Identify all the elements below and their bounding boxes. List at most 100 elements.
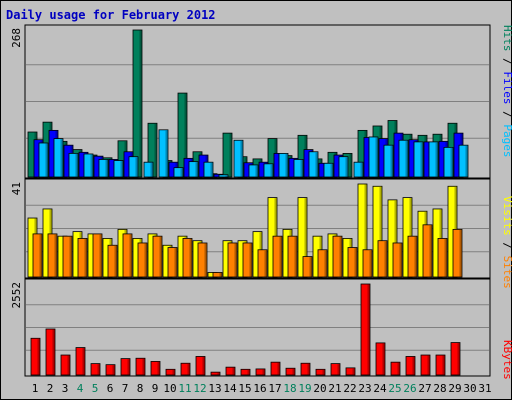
bar-pages-day-7 (128, 156, 139, 178)
chart-title: Daily usage for February 2012 (6, 8, 216, 22)
series-legend-label: Hits / Files / Pages (501, 25, 512, 158)
series-legend-label: KBytes (501, 340, 512, 380)
bar-hits-day-8 (132, 29, 143, 178)
bar-kbytes-day-16 (255, 368, 266, 376)
x-tick-label: 18 (283, 382, 296, 395)
bar-pages-day-16 (263, 163, 274, 178)
bar-sites-day-8 (137, 242, 148, 278)
bar-kbytes-day-11 (180, 362, 191, 376)
bar-sites-day-1 (32, 233, 43, 278)
x-tick-label: 20 (313, 382, 326, 395)
bar-kbytes-day-1 (30, 337, 41, 376)
x-tick-label: 9 (152, 382, 159, 395)
bar-kbytes-day-24 (375, 342, 386, 376)
x-tick-label: 8 (137, 382, 144, 395)
bar-sites-day-13 (212, 272, 223, 278)
bar-sites-day-9 (152, 235, 163, 278)
legend-pages: Pages (501, 124, 512, 157)
y-max-label: 2552 (10, 282, 23, 309)
bar-sites-day-23 (362, 249, 373, 278)
x-tick-label: 26 (403, 382, 416, 395)
bar-sites-day-11 (182, 238, 193, 278)
bar-pages-day-1 (38, 142, 49, 178)
bar-sites-day-20 (317, 249, 328, 278)
bar-kbytes-day-15 (240, 368, 251, 376)
x-tick-label: 16 (253, 382, 266, 395)
bar-pages-day-9 (158, 129, 169, 178)
bar-kbytes-day-29 (450, 342, 461, 376)
bar-pages-day-5 (98, 159, 109, 178)
bar-visits-day-24 (372, 185, 383, 278)
bar-kbytes-day-7 (120, 358, 131, 376)
bar-pages-day-17 (278, 153, 289, 178)
bar-sites-day-17 (272, 235, 283, 278)
bar-sites-day-29 (452, 228, 463, 278)
bar-kbytes-day-9 (150, 361, 161, 376)
bar-pages-day-14 (233, 139, 244, 178)
x-tick-label: 21 (328, 382, 341, 395)
bar-hits-day-14 (222, 132, 233, 178)
x-tick-label: 23 (358, 382, 371, 395)
x-tick-label: 5 (92, 382, 99, 395)
bar-pages-day-3 (68, 153, 79, 178)
bar-sites-day-25 (392, 242, 403, 278)
x-tick-label: 19 (298, 382, 311, 395)
x-tick-label: 10 (163, 382, 176, 395)
bar-pages-day-24 (383, 144, 394, 178)
panel-visits-sites: 41 Visits / Sites (10, 178, 512, 289)
x-tick-label: 11 (178, 382, 191, 395)
bar-pages-day-27 (428, 141, 439, 178)
x-tick-label: 31 (478, 382, 491, 395)
bar-kbytes-day-27 (420, 354, 431, 376)
x-tick-label: 13 (208, 382, 221, 395)
bar-sites-day-19 (302, 256, 313, 278)
bar-pages-day-21 (338, 156, 349, 178)
bar-sites-day-4 (77, 238, 88, 278)
bar-kbytes-day-4 (75, 347, 86, 376)
x-tick-label: 12 (193, 382, 206, 395)
legend-kbytes: KBytes (501, 340, 512, 380)
x-tick-label: 3 (62, 382, 69, 395)
bar-pages-day-18 (293, 159, 304, 178)
panel-hits-files-pages: 268 Hits / Files / Pages (10, 24, 512, 179)
x-tick-label: 6 (107, 382, 114, 395)
bar-kbytes-day-3 (60, 354, 71, 376)
x-tick-label: 28 (433, 382, 446, 395)
legend-visits: Visits (501, 196, 512, 236)
bar-sites-day-7 (122, 233, 133, 278)
x-tick-label: 27 (418, 382, 431, 395)
bar-pages-day-12 (203, 161, 214, 178)
bar-kbytes-day-12 (195, 356, 206, 376)
x-tick-label: 4 (77, 382, 84, 395)
bar-pages-day-8 (143, 161, 154, 178)
legend-files: Files (501, 71, 512, 104)
bar-sites-day-6 (107, 244, 118, 278)
bar-sites-day-14 (227, 242, 238, 278)
x-tick-label: 1 (32, 382, 39, 395)
bar-sites-day-18 (287, 235, 298, 278)
bar-sites-day-5 (92, 233, 103, 278)
bar-visits-day-23 (357, 183, 368, 278)
bar-pages-day-28 (443, 146, 454, 178)
legend-sites: Sites (501, 256, 512, 289)
x-tick-label: 24 (373, 382, 387, 395)
x-tick-label: 29 (448, 382, 461, 395)
bar-pages-day-4 (83, 153, 94, 178)
bar-pages-day-11 (188, 161, 199, 178)
bar-kbytes-day-19 (300, 362, 311, 376)
bar-sites-day-3 (62, 235, 73, 278)
bar-sites-day-2 (47, 233, 58, 278)
legend-hits: Hits (501, 25, 512, 52)
bar-sites-day-28 (437, 238, 448, 278)
bar-pages-day-19 (308, 151, 319, 178)
bar-pages-day-13 (218, 174, 229, 178)
bar-sites-day-24 (377, 240, 388, 278)
bar-kbytes-day-5 (90, 363, 101, 376)
bar-kbytes-day-28 (435, 354, 446, 376)
bar-kbytes-day-22 (345, 367, 356, 376)
x-tick-label: 15 (238, 382, 251, 395)
x-tick-label: 17 (268, 382, 281, 395)
bar-pages-day-2 (53, 138, 64, 178)
bar-sites-day-15 (242, 242, 253, 278)
